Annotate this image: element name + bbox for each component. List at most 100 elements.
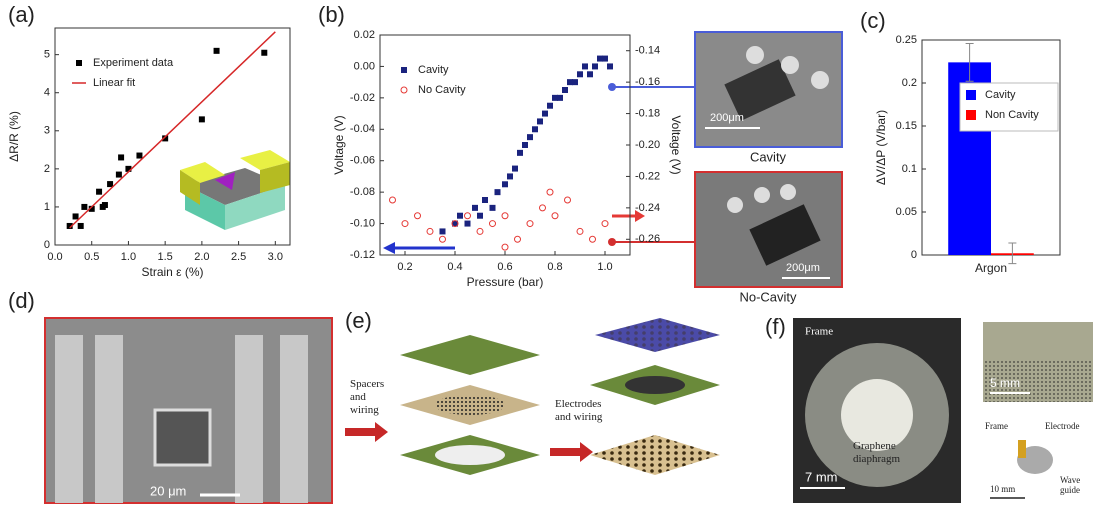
- y-tick-label: 0.15: [896, 120, 917, 132]
- data-point: [118, 154, 124, 160]
- legend-swatch: [966, 90, 976, 100]
- data-point: [512, 166, 518, 172]
- data-point: [515, 236, 521, 242]
- data-point: [390, 197, 396, 203]
- x-axis-label: Strain ε (%): [141, 265, 203, 279]
- y-tick-label: -0.08: [350, 186, 375, 198]
- y2-tick-label: -0.24: [635, 202, 660, 214]
- y2-tick-label: -0.22: [635, 170, 660, 182]
- sem-device: [45, 318, 332, 503]
- step-label: Spacers and wiring: [350, 378, 395, 417]
- y2-tick-label: -0.26: [635, 233, 660, 245]
- data-point: [465, 213, 471, 219]
- data-point: [116, 172, 122, 178]
- data-point: [577, 71, 583, 77]
- data-point: [427, 228, 433, 234]
- y2-tick-label: -0.16: [635, 76, 660, 88]
- y2-tick-label: -0.20: [635, 139, 660, 151]
- data-point: [465, 221, 471, 227]
- y-tick-label: 0: [911, 249, 917, 261]
- legend-label: Experiment data: [93, 57, 174, 69]
- data-point: [415, 213, 421, 219]
- step-label: Electrodes and wiring: [555, 398, 607, 424]
- scale-bar-label: 10 mm: [990, 484, 1015, 494]
- y-tick-label: 0.25: [896, 34, 917, 46]
- x-tick-label: 2.0: [194, 251, 209, 263]
- x-tick-label: 0.6: [497, 261, 512, 273]
- y2-tick-label: -0.14: [635, 45, 660, 57]
- x-tick-label: 2.5: [231, 251, 246, 263]
- data-point: [557, 95, 563, 101]
- data-point: [261, 50, 267, 56]
- x-tick-label: 0.0: [47, 251, 62, 263]
- data-point: [96, 189, 102, 195]
- data-point: [402, 221, 408, 227]
- panel-label: (e): [345, 308, 372, 333]
- data-point: [572, 79, 578, 85]
- x-tick-label: 0.5: [84, 251, 99, 263]
- inset-device: [180, 150, 290, 230]
- y-axis-label: ΔR/R (%): [7, 111, 21, 162]
- y-tick-label: 5: [44, 49, 50, 61]
- data-point: [502, 244, 508, 250]
- y-tick-label: 3: [44, 125, 50, 137]
- y-tick-label: 0.1: [902, 163, 917, 175]
- photo-label: Wave guide: [1060, 475, 1095, 495]
- data-point: [482, 197, 488, 203]
- y-tick-label: 0.2: [902, 77, 917, 89]
- y-tick-label: 0.00: [354, 60, 375, 72]
- y-tick-label: -0.02: [350, 92, 375, 104]
- y-tick-label: 0.05: [896, 206, 917, 218]
- figure-canvas: (a) (b) (c) (d) (e) (f) 200μm Cavity 200…: [0, 0, 1096, 508]
- panel-label: (c): [860, 8, 886, 33]
- y-tick-label: -0.04: [350, 123, 375, 135]
- data-point: [73, 213, 79, 219]
- figure: (a) (b) (c) (d) (e) (f) 200μm Cavity 200…: [0, 0, 1096, 508]
- x-tick-label: 0.4: [447, 261, 462, 273]
- x-tick-label: 1.0: [121, 251, 136, 263]
- data-point: [590, 236, 596, 242]
- scale-bar-label: 5 mm: [990, 376, 1020, 390]
- image-caption: No-Cavity: [739, 289, 797, 304]
- sem-no-cavity: [695, 172, 842, 287]
- scale-bar-label: 200μm: [786, 262, 820, 274]
- data-point: [527, 134, 533, 140]
- image-caption: Cavity: [750, 149, 787, 164]
- y-tick-label: -0.10: [350, 217, 375, 229]
- legend-label: Non Cavity: [985, 109, 1039, 121]
- data-point: [81, 204, 87, 210]
- panel-label: (f): [765, 314, 786, 339]
- legend-swatch: [401, 67, 407, 73]
- y-tick-label: -0.06: [350, 155, 375, 167]
- x-tick-label: 3.0: [268, 251, 283, 263]
- legend-label: Cavity: [418, 64, 449, 76]
- x-tick-label: Argon: [975, 261, 1007, 275]
- legend-swatch: [401, 87, 407, 93]
- legend-swatch: [966, 110, 976, 120]
- data-point: [107, 181, 113, 187]
- data-point: [490, 221, 496, 227]
- data-point: [587, 71, 593, 77]
- y-tick-label: 0.02: [354, 29, 375, 41]
- data-point: [552, 213, 558, 219]
- y-tick-label: 4: [44, 87, 50, 99]
- y2-tick-label: -0.18: [635, 107, 660, 119]
- legend-label: Linear fit: [93, 77, 135, 89]
- y-tick-label: 2: [44, 163, 50, 175]
- data-point: [602, 221, 608, 227]
- data-point: [440, 236, 446, 242]
- data-point: [477, 228, 483, 234]
- photo-label: Frame: [985, 421, 1008, 431]
- data-point: [472, 205, 478, 211]
- data-point: [490, 205, 496, 211]
- data-point: [582, 63, 588, 69]
- panel-label: (a): [8, 2, 35, 27]
- data-point: [562, 87, 568, 93]
- y-tick-label: -0.12: [350, 249, 375, 261]
- scale-bar-label: 20 μm: [150, 483, 186, 498]
- x-tick-label: 0.2: [397, 261, 412, 273]
- y2-axis-label: Voltage (V): [669, 115, 683, 174]
- data-point: [502, 181, 508, 187]
- photo-label: Electrode: [1045, 421, 1079, 431]
- data-point: [102, 202, 108, 208]
